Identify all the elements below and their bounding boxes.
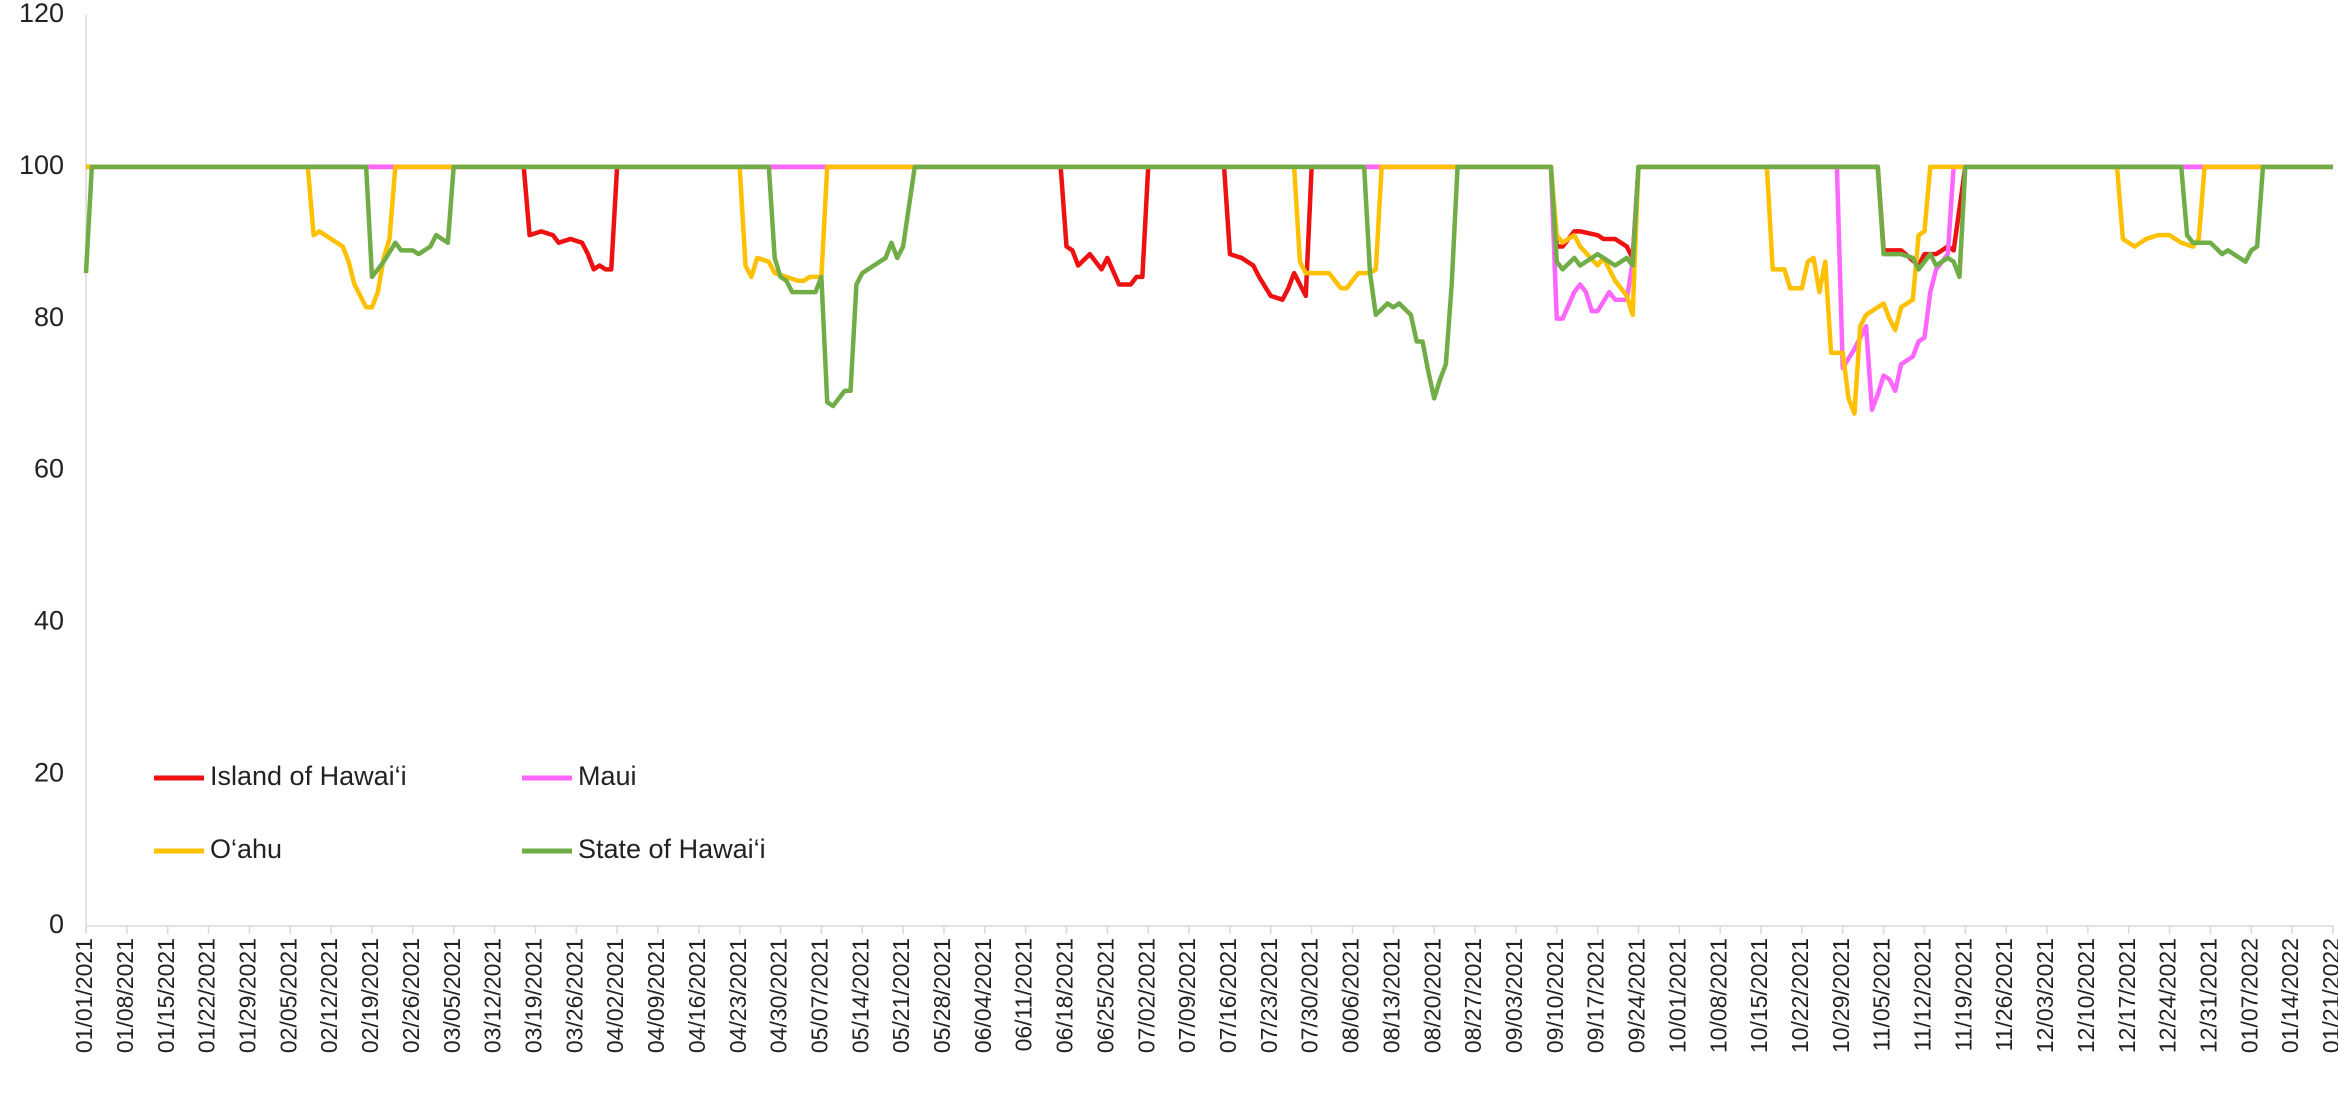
x-tick-label: 01/29/2021 bbox=[234, 938, 260, 1053]
x-tick-label: 03/12/2021 bbox=[480, 938, 506, 1053]
x-tick-label: 07/23/2021 bbox=[1256, 938, 1282, 1053]
x-tick-label: 08/27/2021 bbox=[1460, 938, 1486, 1053]
x-tick-label: 04/16/2021 bbox=[684, 938, 710, 1053]
x-tick-label: 04/02/2021 bbox=[602, 938, 628, 1053]
legend-label: Maui bbox=[578, 761, 637, 791]
x-tick-label: 06/04/2021 bbox=[970, 938, 996, 1053]
x-tick-label: 12/17/2021 bbox=[2114, 938, 2140, 1053]
x-tick-label: 10/01/2021 bbox=[1664, 938, 1690, 1053]
x-tick-label: 04/09/2021 bbox=[643, 938, 669, 1053]
x-tick-label: 05/14/2021 bbox=[847, 938, 873, 1053]
x-tick-label: 12/24/2021 bbox=[2155, 938, 2181, 1053]
x-tick-label: 10/08/2021 bbox=[1705, 938, 1731, 1053]
x-tick-label: 12/31/2021 bbox=[2196, 938, 2222, 1053]
x-tick-label: 07/02/2021 bbox=[1133, 938, 1159, 1053]
series-line bbox=[86, 164, 2333, 302]
x-tick-label: 10/15/2021 bbox=[1746, 938, 1772, 1053]
x-tick-label: 03/26/2021 bbox=[561, 938, 587, 1053]
x-tick-label: 01/15/2021 bbox=[153, 938, 179, 1053]
y-tick-label: 100 bbox=[19, 150, 64, 180]
x-tick-label: 08/06/2021 bbox=[1338, 938, 1364, 1053]
y-tick-label: 40 bbox=[34, 605, 64, 635]
x-tick-label: 11/12/2021 bbox=[1910, 938, 1936, 1051]
y-tick-label: 20 bbox=[34, 757, 64, 787]
x-tick-label: 09/10/2021 bbox=[1542, 938, 1568, 1053]
x-tick-label: 11/19/2021 bbox=[1950, 938, 1976, 1051]
x-tick-label: 02/05/2021 bbox=[275, 938, 301, 1053]
x-tick-label: 01/01/2021 bbox=[71, 938, 97, 1053]
x-tick-label: 01/14/2022 bbox=[2277, 938, 2303, 1053]
x-tick-label: 06/18/2021 bbox=[1052, 938, 1078, 1053]
x-tick-label: 11/26/2021 bbox=[1991, 938, 2017, 1051]
x-tick-label: 06/25/2021 bbox=[1092, 938, 1118, 1053]
x-tick-label: 02/26/2021 bbox=[398, 938, 424, 1053]
x-tick-label: 05/21/2021 bbox=[888, 938, 914, 1053]
x-tick-label: 09/03/2021 bbox=[1501, 938, 1527, 1053]
x-tick-label: 05/28/2021 bbox=[929, 938, 955, 1053]
x-tick-label: 03/05/2021 bbox=[439, 938, 465, 1053]
x-tick-label: 10/29/2021 bbox=[1828, 938, 1854, 1053]
y-tick-label: 80 bbox=[34, 302, 64, 332]
x-tick-label: 12/10/2021 bbox=[2073, 938, 2099, 1053]
x-tick-label: 05/07/2021 bbox=[806, 938, 832, 1053]
x-tick-label: 04/30/2021 bbox=[766, 938, 792, 1053]
x-tick-label: 08/20/2021 bbox=[1419, 938, 1445, 1053]
legend-label: Island of Hawai‘i bbox=[210, 761, 407, 791]
x-tick-label: 08/13/2021 bbox=[1378, 938, 1404, 1053]
x-tick-label: 03/19/2021 bbox=[520, 938, 546, 1053]
x-tick-label: 09/17/2021 bbox=[1583, 938, 1609, 1053]
x-tick-label: 09/24/2021 bbox=[1624, 938, 1650, 1053]
x-tick-label: 12/03/2021 bbox=[2032, 938, 2058, 1053]
x-tick-label: 06/11/2021 bbox=[1011, 938, 1037, 1051]
x-tick-label: 02/19/2021 bbox=[357, 938, 383, 1053]
series-line bbox=[86, 164, 2333, 416]
y-tick-label: 60 bbox=[34, 454, 64, 484]
x-tick-label: 07/16/2021 bbox=[1215, 938, 1241, 1053]
x-tick-label: 01/08/2021 bbox=[112, 938, 138, 1053]
x-tick-label: 10/22/2021 bbox=[1787, 938, 1813, 1053]
legend-label: State of Hawai‘i bbox=[578, 834, 766, 864]
y-tick-label: 120 bbox=[19, 0, 64, 28]
y-tick-label: 0 bbox=[49, 909, 64, 939]
x-tick-label: 07/09/2021 bbox=[1174, 938, 1200, 1053]
x-tick-label: 01/07/2022 bbox=[2236, 938, 2262, 1053]
series-line bbox=[86, 164, 2333, 413]
series-line bbox=[83, 164, 2333, 409]
x-tick-label: 11/05/2021 bbox=[1869, 938, 1895, 1051]
x-tick-label: 07/30/2021 bbox=[1297, 938, 1323, 1053]
legend-label: O‘ahu bbox=[210, 834, 282, 864]
x-tick-label: 01/22/2021 bbox=[194, 938, 220, 1053]
x-tick-label: 04/23/2021 bbox=[725, 938, 751, 1053]
x-tick-label: 01/21/2022 bbox=[2318, 938, 2338, 1053]
x-tick-label: 02/12/2021 bbox=[316, 938, 342, 1053]
